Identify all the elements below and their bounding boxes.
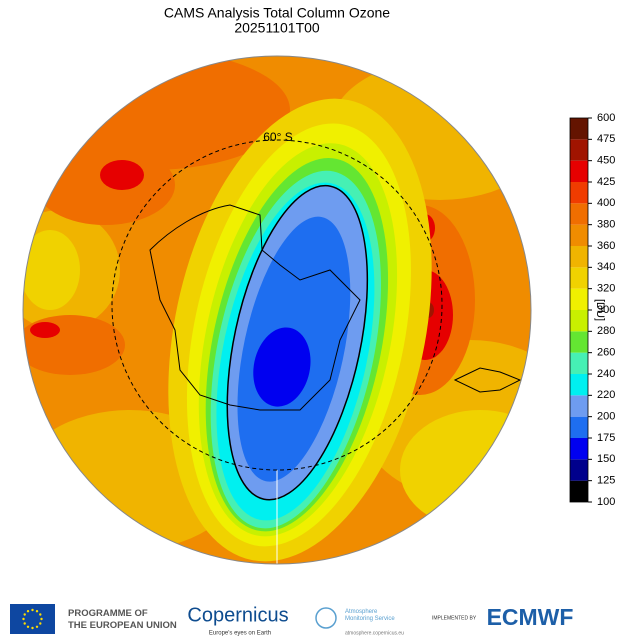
colorbar-band: [570, 160, 588, 182]
colorbar-band: [570, 118, 588, 140]
eu-star: [31, 626, 34, 630]
eu-star: [26, 610, 30, 613]
colorbar-band: [570, 182, 588, 204]
colorbar-band: [570, 224, 588, 246]
colorbar-band: [570, 246, 588, 268]
ecmwf-logo: ECMWF: [487, 604, 574, 630]
eu-star: [22, 617, 25, 621]
cams-logo: [315, 607, 337, 629]
colorbar-tick-label: 340: [597, 261, 615, 273]
colorbar-band: [570, 374, 588, 396]
eu-star: [26, 625, 30, 628]
subtitle: 20251101T00: [234, 20, 320, 36]
eu-star: [35, 625, 39, 628]
colorbar-tick-label: 300: [597, 304, 615, 316]
colorbar-tick-label: 260: [597, 347, 615, 359]
eu-star: [23, 622, 26, 625]
eu-stars: [22, 608, 43, 630]
eu-star: [23, 613, 26, 616]
cams-url: atmosphere.copernicus.eu: [345, 630, 404, 636]
eu-flag: [10, 604, 55, 634]
colorbar-tick-label: 200: [597, 411, 615, 423]
colorbar-tick-label: 100: [597, 496, 615, 508]
footer: PROGRAMME OF THE EUROPEAN UNION Copernicu…: [10, 604, 573, 637]
eu-star: [35, 610, 39, 613]
colorbar-tick-label: 380: [597, 219, 615, 231]
colorbar-band: [570, 288, 588, 310]
colorbar-band: [570, 139, 588, 161]
latitude-label: 60° S: [263, 130, 292, 144]
eu-text: PROGRAMME OF THE EUROPEAN UNION: [68, 608, 177, 631]
title: CAMS Analysis Total Column Ozone: [164, 5, 390, 21]
colorbar-tick-label: 175: [597, 432, 615, 444]
implemented-by: IMPLEMENTED BY: [432, 615, 477, 621]
colorbar-tick-label: 240: [597, 368, 615, 380]
colorbar-tick-label: 220: [597, 389, 615, 401]
colorbar-band: [570, 203, 588, 225]
copernicus-logo: Copernicus: [187, 604, 288, 626]
colorbar-tick-label: 360: [597, 240, 615, 252]
colorbar-band: [570, 480, 588, 502]
eu-star: [39, 613, 42, 616]
colorbar-tick-label: 320: [597, 283, 615, 295]
colorbar-tick-label: 280: [597, 325, 615, 337]
copernicus-tagline: Europe's eyes on Earth: [209, 631, 271, 637]
colorbar-tick-label: 425: [597, 176, 615, 188]
colorbar-tick-label: 450: [597, 155, 615, 167]
eu-star: [40, 617, 43, 621]
eu-star: [39, 622, 42, 625]
colorbar-band: [570, 331, 588, 353]
colorbar-tick-label: 475: [597, 133, 615, 145]
colorbar-band: [570, 395, 588, 417]
colorbar-tick-label: 125: [597, 475, 615, 487]
eu-star: [31, 608, 34, 612]
colorbar: 100 125 150 175 200 220 240 260 280 300 320 340 360 3…: [569, 112, 615, 508]
colorbar-band: [570, 352, 588, 374]
colorbar-band: [570, 459, 588, 481]
colorbar-tick-label: 600: [597, 112, 615, 124]
colorbar-label: [DU]: [594, 299, 606, 321]
map-border: [22, 55, 532, 565]
colorbar-band: [570, 438, 588, 460]
colorbar-tick-label: 150: [597, 453, 615, 465]
colorbar-band: [570, 416, 588, 438]
colorbar-tick-label: 400: [597, 197, 615, 209]
colorbar-band: [570, 310, 588, 332]
cams-name: Atmosphere Monitoring Service: [345, 609, 395, 622]
colorbar-band: [570, 267, 588, 289]
